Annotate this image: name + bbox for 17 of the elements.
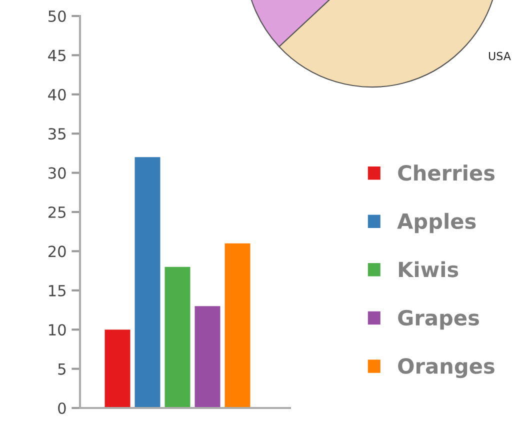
legend-label: Cherries xyxy=(398,164,495,181)
y-tick-label: 50 xyxy=(48,10,66,22)
y-tick-label: 10 xyxy=(49,324,66,336)
legend-label: Apples xyxy=(397,212,476,234)
legend-label: Grapes xyxy=(398,310,479,330)
legend-label: Kiwis xyxy=(398,261,458,278)
y-tick-label: 40 xyxy=(48,88,66,100)
legend-label: Oranges xyxy=(398,358,494,378)
y-tick-label: 20 xyxy=(48,246,66,258)
y-tick-label: 30 xyxy=(48,167,66,179)
text: USA xyxy=(488,52,511,60)
y-tick-label: 25 xyxy=(48,206,66,218)
y-tick-label: 0 xyxy=(58,402,66,414)
y-tick-label: 5 xyxy=(58,363,66,375)
y-tick-label: 15 xyxy=(49,285,66,296)
y-tick-label: 35 xyxy=(48,128,66,140)
y-tick-label: 45 xyxy=(48,50,66,62)
